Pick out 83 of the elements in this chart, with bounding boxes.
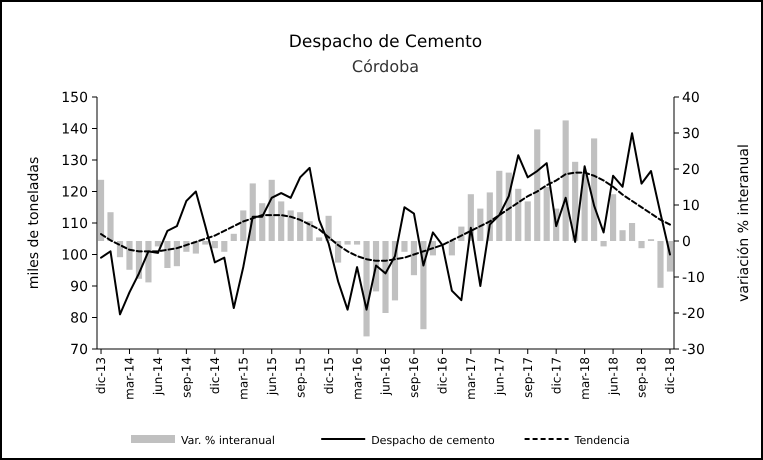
legend-label: Despacho de cemento — [371, 434, 495, 447]
x-tick-label: mar-17 — [464, 357, 478, 400]
x-tick-label: jun-16 — [378, 357, 393, 396]
bar — [638, 241, 645, 248]
bar — [496, 170, 502, 241]
bar — [619, 230, 626, 241]
bar — [240, 210, 246, 241]
bar — [534, 129, 540, 241]
x-tick-label: sep-17 — [520, 357, 535, 398]
bar — [126, 241, 133, 270]
bar — [202, 241, 208, 245]
x-tick-label: mar-14 — [122, 357, 137, 400]
y2-tick-label: -20 — [682, 306, 705, 322]
x-tick-label: dic-13 — [94, 357, 108, 394]
bar — [221, 241, 228, 252]
y2-tick-label: 0 — [682, 234, 691, 250]
y-tick-label: 70 — [70, 342, 88, 358]
bar — [600, 241, 607, 246]
bar — [164, 241, 170, 268]
y-tick-label: 80 — [70, 310, 88, 326]
x-tick-label: dic-17 — [549, 357, 564, 394]
bar — [448, 241, 455, 256]
bar — [259, 203, 266, 241]
y2-tick-label: -30 — [682, 342, 705, 358]
bar — [230, 234, 237, 241]
x-tick-label: jun-17 — [492, 357, 506, 396]
y-tick-label: 150 — [61, 90, 88, 106]
x-tick-label: mar-15 — [236, 357, 250, 400]
bar — [628, 223, 636, 241]
x-tick-label: dic-18 — [663, 357, 678, 394]
bar — [306, 221, 313, 241]
y2-tick-label: 10 — [682, 198, 700, 214]
x-tick-label: sep-15 — [293, 357, 308, 398]
bar — [174, 241, 180, 266]
x-tick-label: sep-14 — [180, 357, 194, 398]
x-tick-label: dic-14 — [208, 357, 222, 394]
bar — [154, 241, 162, 246]
bar — [382, 241, 389, 313]
y-tick-label: 100 — [61, 247, 88, 264]
legend-label: Var. % interanual — [181, 434, 275, 447]
legend-label: Tendencia — [574, 434, 630, 447]
bar — [562, 120, 569, 241]
bar — [297, 212, 304, 241]
x-tick-label: jun-14 — [151, 357, 166, 396]
bar — [278, 201, 284, 241]
bar — [212, 241, 218, 248]
x-tick-label: mar-16 — [350, 357, 364, 400]
chart-title: Despacho de Cemento — [288, 32, 482, 52]
x-tick-label: dic-16 — [436, 357, 450, 394]
y2-tick-label: 30 — [682, 126, 700, 142]
bar — [354, 241, 360, 245]
x-tick-label: dic-15 — [322, 357, 336, 394]
bar — [344, 241, 351, 245]
bar — [544, 187, 550, 241]
bar — [288, 210, 294, 241]
x-tick-label: sep-16 — [407, 357, 422, 398]
x-tick-label: sep-18 — [634, 357, 649, 398]
y-tick-label: 90 — [70, 278, 88, 295]
y2-axis-title: variación % interanual — [736, 144, 752, 302]
bar — [524, 201, 531, 241]
y-axis-title: miles de toneladas — [26, 156, 42, 290]
y2-tick-label: -10 — [682, 270, 705, 286]
bar — [401, 241, 408, 252]
y-tick-label: 110 — [61, 216, 88, 232]
y-tick-label: 120 — [61, 184, 88, 200]
bar — [610, 194, 616, 241]
bar — [268, 180, 275, 241]
y2-tick-label: 20 — [682, 162, 700, 178]
bar — [316, 237, 322, 241]
y2-tick-label: 40 — [682, 90, 700, 106]
y-tick-label: 130 — [61, 152, 88, 169]
x-tick-label: jun-15 — [264, 357, 279, 396]
x-tick-label: mar-18 — [578, 357, 592, 400]
bar — [477, 208, 484, 241]
x-tick-label: jun-18 — [606, 357, 620, 396]
bar — [107, 212, 114, 241]
chart-subtitle: Córdoba — [352, 57, 420, 76]
bar — [515, 188, 522, 241]
line-series — [100, 132, 671, 316]
bar — [410, 241, 418, 276]
y-tick-label: 140 — [61, 121, 88, 138]
bar — [657, 241, 664, 288]
bar — [98, 180, 104, 241]
